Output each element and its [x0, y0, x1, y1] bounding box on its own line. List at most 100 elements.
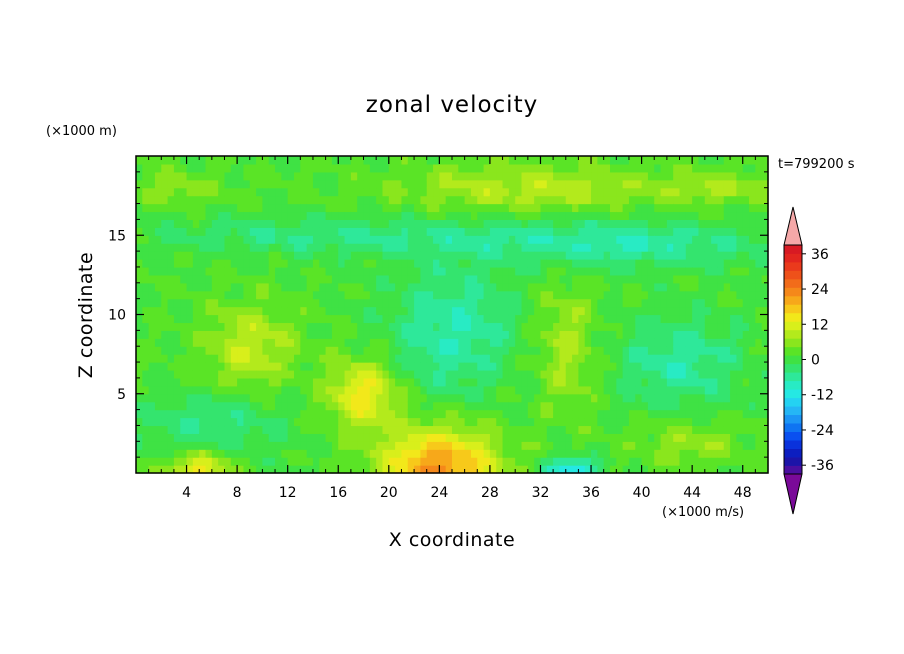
heatmap-cell [325, 457, 333, 466]
heatmap-cell [477, 393, 485, 403]
heatmap-cell [534, 219, 542, 228]
heatmap-cell [237, 409, 245, 419]
heatmap-cell [534, 274, 542, 284]
heatmap-cell [262, 457, 270, 466]
heatmap-cell [679, 425, 687, 434]
heatmap-cell [256, 274, 263, 284]
heatmap-cell [559, 362, 567, 371]
heatmap-cell [414, 433, 421, 442]
heatmap-cell [439, 433, 447, 442]
heatmap-cell [761, 259, 769, 268]
heatmap-cell [161, 409, 169, 419]
heatmap-cell [540, 266, 548, 276]
heatmap-cell [199, 441, 207, 450]
heatmap-cell [698, 163, 706, 173]
heatmap-cell [660, 187, 668, 197]
heatmap-cell [730, 465, 737, 474]
heatmap-cell [237, 346, 245, 355]
heatmap-cell [496, 266, 504, 276]
heatmap-cell [458, 393, 466, 403]
heatmap-cell [647, 465, 655, 474]
heatmap-cell [610, 409, 617, 419]
heatmap-cell [395, 401, 403, 411]
heatmap-cell [154, 465, 162, 474]
heatmap-cell [540, 171, 548, 181]
heatmap-cell [546, 243, 554, 252]
heatmap-cell [433, 251, 440, 260]
heatmap-cell [205, 417, 213, 427]
heatmap-cell [464, 179, 472, 189]
heatmap-cell [312, 393, 320, 403]
heatmap-cell [559, 195, 567, 205]
heatmap-cell [287, 251, 295, 260]
heatmap-cell [761, 377, 769, 387]
heatmap-cell [344, 243, 352, 252]
heatmap-cell [192, 401, 200, 411]
heatmap-cell [369, 322, 377, 331]
heatmap-cell [186, 330, 194, 339]
heatmap-cell [635, 179, 643, 189]
heatmap-cell [173, 290, 181, 300]
heatmap-cell [237, 282, 245, 292]
heatmap-cell [559, 227, 567, 236]
heatmap-cell [294, 163, 301, 173]
heatmap-cell [338, 330, 346, 339]
heatmap-cell [224, 369, 232, 379]
heatmap-cell [161, 306, 169, 316]
heatmap-cell [319, 251, 327, 260]
heatmap-cell [540, 441, 548, 450]
heatmap-cell [635, 417, 643, 427]
heatmap-cell [199, 219, 207, 228]
heatmap-cell [502, 417, 510, 427]
heatmap-cell [275, 282, 282, 292]
heatmap-cell [761, 211, 769, 220]
heatmap-cell [755, 187, 763, 197]
heatmap-cell [654, 369, 662, 379]
heatmap-cell [477, 377, 485, 387]
heatmap-cell [312, 195, 320, 205]
heatmap-cell [489, 156, 497, 165]
heatmap-cell [616, 441, 624, 450]
heatmap-cell [224, 322, 232, 331]
heatmap-cell [306, 156, 314, 165]
heatmap-cell [521, 385, 529, 395]
heatmap-cell [521, 163, 529, 173]
heatmap-cell [312, 449, 320, 458]
heatmap-cell [704, 282, 712, 292]
heatmap-cell [711, 393, 719, 403]
heatmap-cell [502, 433, 510, 442]
heatmap-cell [275, 457, 282, 466]
heatmap-cell [559, 306, 567, 316]
heatmap-cell [540, 195, 548, 205]
heatmap-cell [515, 259, 523, 268]
heatmap-cell [730, 163, 737, 173]
heatmap-cell [439, 243, 447, 252]
heatmap-cell [256, 211, 263, 220]
heatmap-cell [205, 425, 213, 434]
heatmap-cell [508, 203, 516, 213]
heatmap-cell [414, 377, 421, 387]
heatmap-cell [553, 425, 561, 434]
heatmap-cell [262, 330, 270, 339]
heatmap-cell [344, 219, 352, 228]
heatmap-cell [420, 195, 428, 205]
heatmap-cell [433, 156, 440, 165]
heatmap-cell [395, 171, 403, 181]
heatmap-cell [502, 259, 510, 268]
heatmap-cell [584, 417, 592, 427]
heatmap-cell [357, 282, 365, 292]
heatmap-cell [458, 369, 466, 379]
heatmap-cell [338, 274, 346, 284]
heatmap-cell [312, 417, 320, 427]
heatmap-cell [458, 227, 466, 236]
heatmap-cell [281, 354, 289, 363]
heatmap-cell [749, 369, 756, 379]
heatmap-cell [660, 156, 668, 165]
heatmap-cell [319, 465, 327, 474]
heatmap-cell [452, 346, 459, 355]
heatmap-cell [395, 251, 403, 260]
heatmap-cell [458, 179, 466, 189]
heatmap-cell [186, 274, 194, 284]
heatmap-cell [534, 306, 542, 316]
heatmap-cell [616, 338, 624, 347]
